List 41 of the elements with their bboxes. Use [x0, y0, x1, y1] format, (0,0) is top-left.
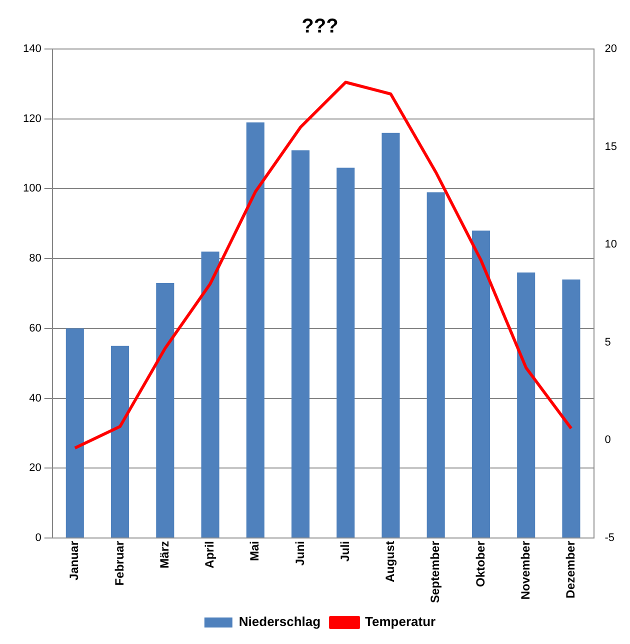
bar: [201, 252, 220, 538]
y2-tick-label: 20: [604, 43, 618, 56]
bar: [246, 122, 264, 538]
legend-label: Niederschlag: [238, 614, 321, 630]
x-tick-label: Juni: [292, 540, 307, 566]
y-tick-label: 40: [29, 392, 42, 404]
y-tick-label: 60: [29, 322, 42, 334]
chart-title: ???: [302, 16, 338, 38]
y-tick-label: 140: [22, 43, 42, 56]
y2-tick-label: 10: [604, 238, 618, 251]
y-tick-label: 20: [29, 462, 42, 474]
legend-label: Temperatur: [365, 614, 436, 630]
y-tick-label: 120: [22, 112, 42, 125]
x-tick-label: August: [383, 540, 398, 582]
bar: [472, 230, 490, 538]
x-tick-label: Februar: [112, 540, 126, 586]
bar: [426, 192, 445, 538]
x-tick-label: April: [202, 540, 217, 568]
bar: [517, 272, 536, 538]
y-tick-label: 0: [35, 532, 42, 544]
bar: [562, 280, 580, 538]
x-tick-label: Januar: [67, 540, 82, 580]
y2-tick-label: 15: [604, 140, 618, 153]
x-tick-label: März: [157, 540, 172, 568]
bar: [111, 346, 130, 538]
y-tick-label: 100: [22, 182, 42, 195]
bar: [156, 283, 174, 538]
x-tick-label: Oktober: [473, 540, 488, 587]
bar: [382, 132, 400, 538]
x-tick-label: Juli: [338, 540, 352, 562]
x-tick-label: November: [518, 540, 532, 600]
bar: [336, 168, 355, 538]
y2-tick-label: 0: [604, 434, 611, 446]
y2-tick-label: 5: [604, 336, 611, 348]
bar: [291, 150, 310, 538]
y-tick-label: 80: [29, 252, 42, 265]
y2-tick-label: -5: [604, 532, 615, 544]
x-tick-label: Mai: [248, 540, 262, 561]
x-tick-label: September: [428, 540, 442, 604]
bar: [66, 328, 84, 538]
x-tick-label: Dezember: [564, 540, 578, 598]
